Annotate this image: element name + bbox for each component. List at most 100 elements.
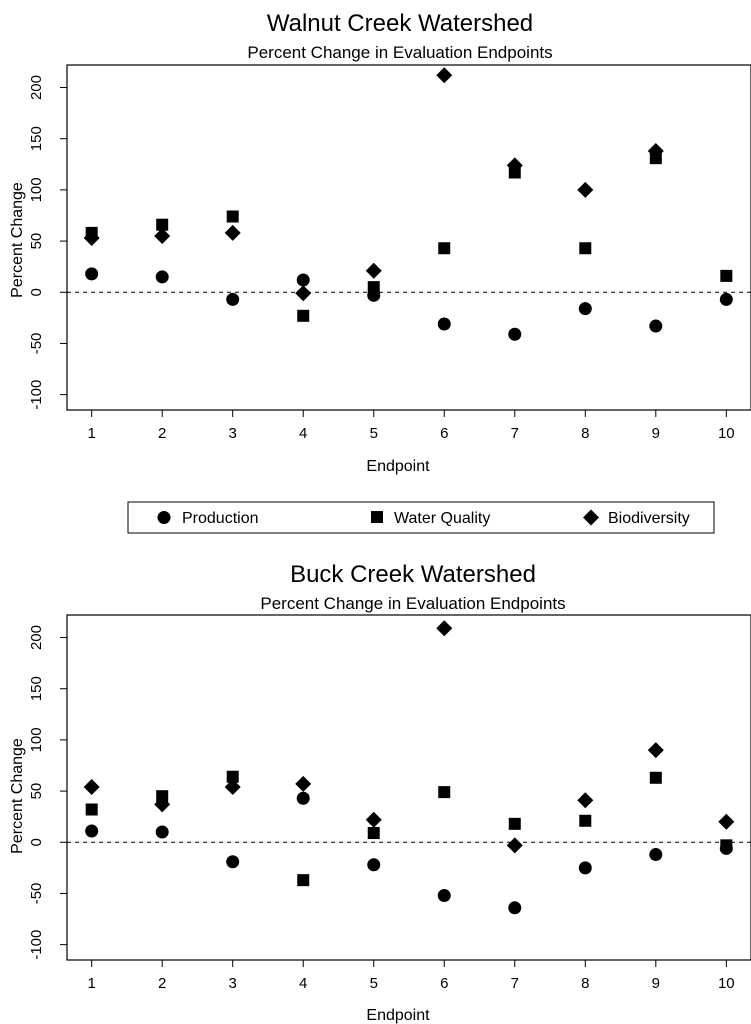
water-quality-point <box>720 269 733 282</box>
production-point <box>85 824 99 838</box>
y-tick-label: 50 <box>28 233 45 250</box>
x-axis-label: Endpoint <box>366 458 430 475</box>
production-point <box>85 267 99 281</box>
biodiversity-point <box>647 142 664 159</box>
x-tick-label: 8 <box>581 975 589 992</box>
biodiversity-point <box>365 262 382 279</box>
production-point <box>508 901 522 915</box>
biodiversity-point <box>506 837 523 854</box>
legend-label-production: Production <box>182 510 259 527</box>
y-axis-label: Percent Change <box>9 182 26 298</box>
water-quality-point <box>226 210 239 223</box>
biodiversity-point <box>365 811 382 828</box>
chart-subtitle: Percent Change in Evaluation Endpoints <box>260 594 565 613</box>
biodiversity-point <box>154 227 171 244</box>
y-tick-label: -100 <box>28 380 45 410</box>
plot-area <box>66 614 751 961</box>
water-quality-point <box>156 218 169 231</box>
legend-label-water-quality: Water Quality <box>394 510 490 527</box>
x-tick-label: 7 <box>511 975 519 992</box>
biodiversity-point <box>436 620 453 637</box>
chart-walnut-creek: Walnut Creek Watershed Percent Change in… <box>9 10 751 475</box>
biodiversity-point <box>577 792 594 809</box>
x-tick-label: 3 <box>229 425 237 442</box>
water-quality-point <box>367 281 380 294</box>
water-quality-point <box>579 814 592 827</box>
water-quality-point <box>156 790 169 803</box>
y-axis-label: Percent Change <box>9 738 26 854</box>
legend-marker-production <box>157 511 171 524</box>
water-quality-point <box>720 839 733 852</box>
x-tick-label: 7 <box>511 425 519 442</box>
x-tick-label: 2 <box>158 425 166 442</box>
biodiversity-point <box>295 285 312 302</box>
x-axis-label: Endpoint <box>366 1007 430 1024</box>
biodiversity-point <box>506 157 523 174</box>
y-tick-label: 200 <box>28 625 45 650</box>
biodiversity-point <box>718 813 735 830</box>
x-tick-label: 2 <box>158 975 166 992</box>
production-point <box>508 327 522 341</box>
y-tick-label: 0 <box>28 838 45 846</box>
plot-area <box>66 64 751 411</box>
legend-label-biodiversity: Biodiversity <box>608 510 690 527</box>
water-quality-point <box>649 771 662 784</box>
biodiversity-point <box>83 230 100 247</box>
y-tick-label: 50 <box>28 783 45 800</box>
water-quality-point <box>367 827 380 840</box>
y-tick-label: 200 <box>28 75 45 100</box>
y-tick-label: 0 <box>28 288 45 296</box>
production-point <box>578 302 592 316</box>
production-point <box>155 825 169 839</box>
x-tick-label: 1 <box>88 425 96 442</box>
x-tick-label: 1 <box>88 975 96 992</box>
y-tick-label: 150 <box>28 676 45 701</box>
biodiversity-point <box>647 742 664 759</box>
chart-title: Walnut Creek Watershed <box>267 10 533 37</box>
biodiversity-point <box>224 224 241 241</box>
water-quality-point <box>297 309 310 322</box>
chart-subtitle: Percent Change in Evaluation Endpoints <box>247 43 552 62</box>
y-tick-label: 150 <box>28 126 45 151</box>
x-tick-label: 10 <box>718 425 735 442</box>
x-tick-label: 5 <box>370 425 378 442</box>
biodiversity-point <box>295 775 312 792</box>
x-tick-label: 3 <box>229 975 237 992</box>
x-tick-label: 6 <box>440 975 448 992</box>
production-point <box>296 791 310 805</box>
x-tick-label: 4 <box>299 425 307 442</box>
production-point <box>367 858 381 872</box>
water-quality-point <box>438 786 451 799</box>
production-point <box>437 317 451 331</box>
production-point <box>649 319 663 333</box>
x-tick-label: 5 <box>370 975 378 992</box>
water-quality-point <box>297 874 310 887</box>
chart-title: Buck Creek Watershed <box>290 561 536 588</box>
water-quality-point <box>85 803 98 816</box>
y-tick-label: -50 <box>28 883 45 905</box>
y-tick-label: -50 <box>28 333 45 355</box>
water-quality-point <box>579 242 592 255</box>
legend-marker-water-quality <box>371 511 383 523</box>
production-point <box>578 861 592 875</box>
production-point <box>437 889 451 903</box>
biodiversity-point <box>154 796 171 813</box>
production-point <box>226 855 240 869</box>
production-point <box>649 848 663 862</box>
chart-buck-creek: Buck Creek Watershed Percent Change in E… <box>9 561 751 1024</box>
biodiversity-point <box>224 778 241 795</box>
production-point <box>296 273 310 287</box>
production-point <box>155 270 169 284</box>
legend: Production Water Quality Biodiversity <box>127 501 715 534</box>
legend-marker-biodiversity <box>583 509 599 526</box>
y-tick-label: 100 <box>28 727 45 752</box>
water-quality-point <box>438 242 451 255</box>
x-tick-label: 4 <box>299 975 307 992</box>
x-tick-label: 6 <box>440 425 448 442</box>
biodiversity-point <box>436 67 453 84</box>
production-point <box>226 292 240 306</box>
y-tick-label: 100 <box>28 177 45 202</box>
water-quality-point <box>226 770 239 783</box>
production-point <box>719 292 733 306</box>
biodiversity-point <box>577 181 594 198</box>
